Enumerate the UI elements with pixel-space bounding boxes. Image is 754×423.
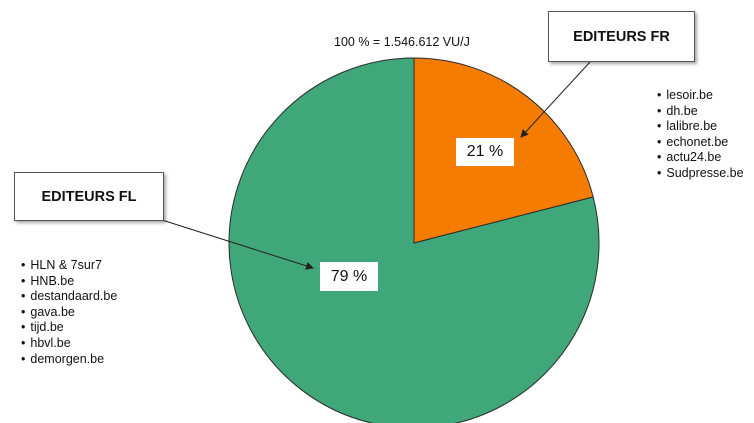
list-item: hbvl.be [21, 336, 117, 352]
list-item: lesoir.be [657, 88, 744, 104]
slice-label-fr: 21 % [456, 138, 514, 166]
slice-label-fl: 79 % [320, 262, 378, 291]
callout-editeurs-fl: EDITEURS FL [14, 172, 164, 221]
list-item: HNB.be [21, 274, 117, 290]
list-item: demorgen.be [21, 352, 117, 368]
list-item: Sudpresse.be [657, 166, 743, 182]
list-item: gava.be [21, 305, 117, 321]
callout-editeurs-fr: EDITEURS FR [548, 11, 695, 62]
list-item: tijd.be [21, 320, 117, 336]
callout-fl-arrow [161, 219, 314, 270]
list-item: HLN & 7sur7 [21, 258, 117, 274]
list-item: dh.be [657, 104, 744, 120]
callout-fr-arrow [520, 61, 591, 138]
pie-slice-fl [228, 57, 600, 423]
list-item: destandaard.be [21, 289, 117, 305]
total-caption: 100 % = 1.546.612 VU/J [334, 35, 470, 49]
list-item: echonet.be [657, 135, 744, 151]
fl-sites-list: HLN & 7sur7 HNB.be destandaard.be gava.b… [21, 258, 117, 367]
list-item: actu24.be [657, 150, 744, 166]
fr-sites-list: lesoir.be dh.be lalibre.be echonet.be ac… [657, 88, 744, 182]
list-item: lalibre.be [657, 119, 744, 135]
